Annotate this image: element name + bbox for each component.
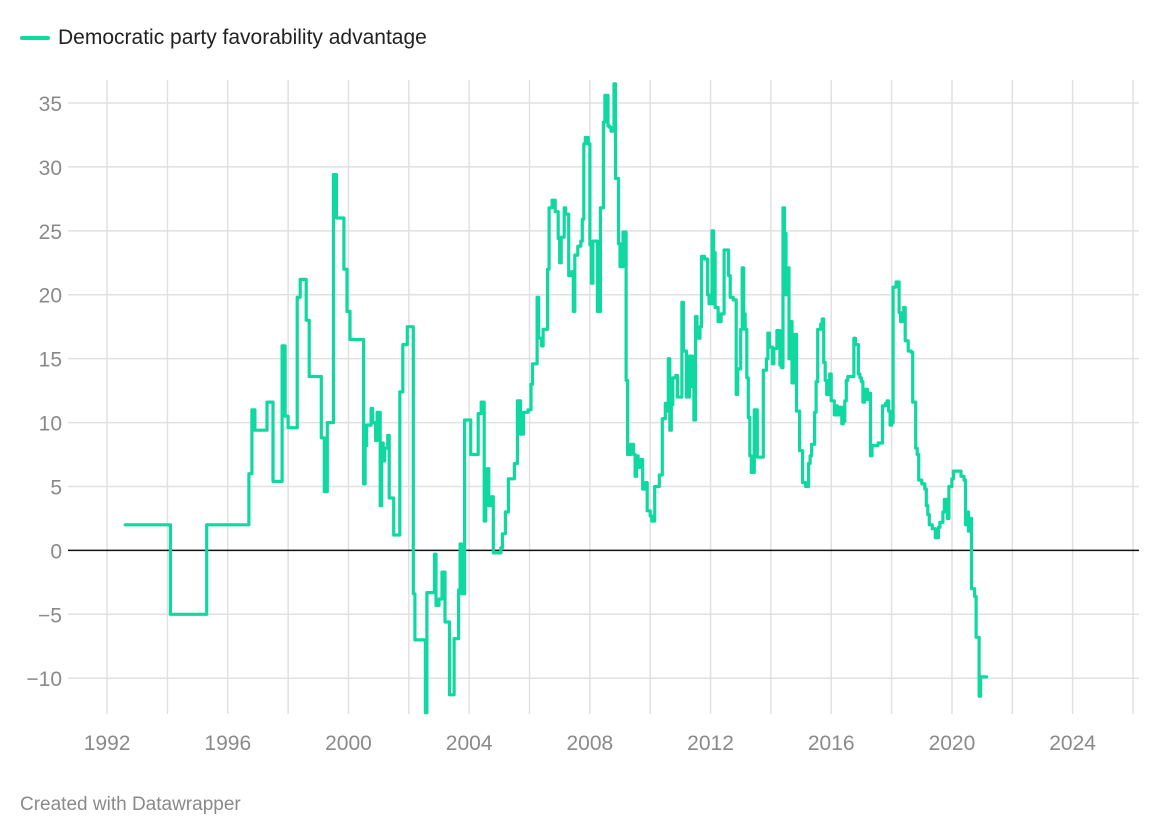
y-tick-label: 0 — [50, 540, 62, 563]
y-axis-ticks: −10 −5 0 5 10 15 20 25 30 35 — [26, 93, 62, 691]
x-tick-label: 1996 — [204, 732, 251, 755]
x-tick-label: 2000 — [325, 732, 372, 755]
x-tick-label: 2024 — [1049, 732, 1096, 755]
legend-label: Democratic party favorability advantage — [58, 26, 427, 49]
line-chart: −10 −5 0 5 10 15 20 25 30 35 1992 1996 2000 2004 2008… — [26, 80, 1139, 755]
y-tick-label: 30 — [39, 157, 62, 180]
credit-footer: Created with Datawrapper — [20, 794, 241, 815]
grid — [68, 80, 1139, 714]
x-tick-label: 2004 — [446, 732, 493, 755]
series — [123, 82, 989, 715]
legend: Democratic party favorability advantage — [20, 26, 427, 50]
y-tick-label: −5 — [38, 604, 62, 627]
x-tick-label: 2016 — [808, 732, 855, 755]
y-tick-label: −10 — [26, 668, 62, 691]
x-tick-label: 2008 — [566, 732, 613, 755]
x-axis-ticks: 1992 1996 2000 2004 2008 2012 2016 2020 2024 — [84, 732, 1097, 755]
x-tick-label: 2012 — [687, 732, 734, 755]
y-tick-label: 20 — [39, 285, 62, 308]
legend-swatch — [20, 36, 50, 40]
y-tick-label: 35 — [39, 93, 62, 116]
series-line — [123, 82, 989, 715]
y-tick-label: 25 — [39, 221, 62, 244]
x-tick-label: 2020 — [929, 732, 976, 755]
x-tick-label: 1992 — [84, 732, 131, 755]
y-tick-label: 15 — [39, 349, 62, 372]
y-tick-label: 10 — [39, 413, 62, 436]
y-tick-label: 5 — [50, 476, 62, 499]
